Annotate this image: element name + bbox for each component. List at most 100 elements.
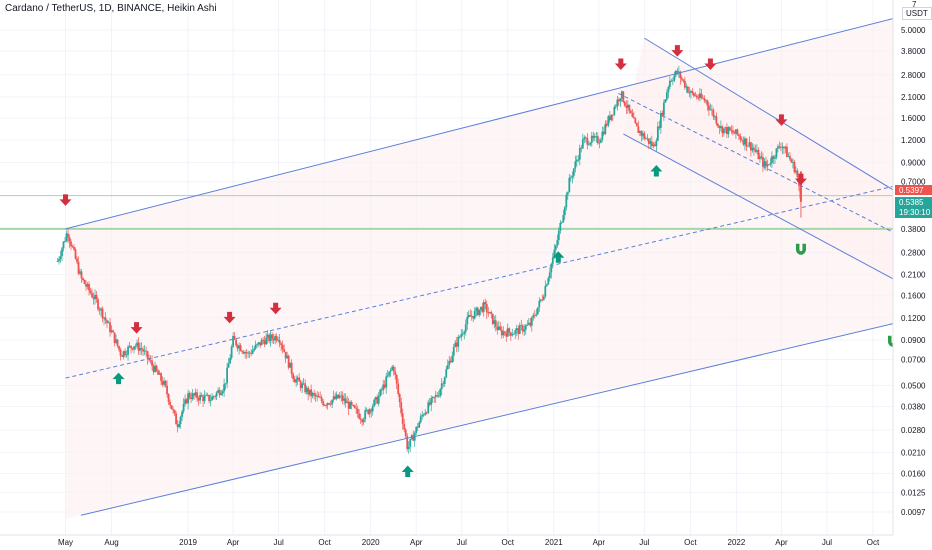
candle-body [254, 344, 257, 349]
candle-body [368, 409, 371, 414]
arrow-down-icon [704, 58, 717, 70]
trendline-channel-top[interactable] [65, 15, 904, 230]
candle-body [196, 392, 198, 399]
candle-body [455, 342, 458, 347]
candle-body [768, 164, 770, 166]
candle-body [599, 139, 602, 143]
candle-body [769, 163, 772, 165]
candle-body [143, 350, 146, 352]
candle-body [482, 302, 485, 312]
candle-body [242, 351, 245, 354]
candle-body [781, 146, 784, 148]
candle-body [670, 80, 673, 82]
candle-body [562, 215, 565, 223]
candle-body [661, 113, 664, 116]
candle-body [130, 345, 132, 349]
candle-body [56, 261, 59, 263]
candle-body [707, 105, 710, 110]
candle-body [349, 402, 352, 409]
candle-body [466, 317, 469, 325]
candle-body [85, 284, 87, 287]
candle-body [598, 142, 601, 144]
candle-body [469, 315, 472, 317]
candle-body [757, 150, 760, 159]
candle-body [73, 246, 75, 250]
trendlines[interactable] [65, 15, 904, 516]
candle-body [485, 303, 488, 313]
candle-body [358, 413, 361, 419]
candle-body [245, 352, 248, 354]
candle-body [541, 299, 544, 301]
candle-body [157, 370, 159, 375]
candle-body [511, 334, 514, 336]
candle-body [583, 137, 586, 140]
price-tick-label: 0.1200 [901, 314, 926, 323]
candle-body [398, 393, 401, 403]
price-label: 19:30:10 [899, 208, 931, 217]
candle-body [577, 159, 580, 161]
candle-body [572, 168, 575, 176]
trendline-down-lower[interactable] [623, 133, 904, 285]
candle-body [766, 164, 769, 167]
time-axis[interactable]: May Aug 2019 Apr Jul Oct 2020 Apr Jul Oct 2021 Apr J… [58, 538, 880, 547]
candle-body [263, 340, 266, 345]
candle-body [698, 93, 701, 99]
candle-body [792, 161, 794, 163]
candle-body [361, 419, 364, 423]
candle-body [152, 365, 155, 372]
candle-body [193, 393, 195, 396]
candle-body [689, 91, 692, 93]
candle-body [460, 334, 463, 338]
candle-body [623, 101, 626, 106]
candle-body [268, 334, 271, 342]
candle-body [611, 114, 614, 116]
price-axis-bg[interactable] [893, 0, 932, 535]
candle-body [745, 138, 748, 147]
candle-body [247, 352, 250, 354]
trendline-channel-mid[interactable] [65, 183, 904, 379]
trendline-channel-bottom[interactable] [80, 320, 904, 516]
trendline-down-mid[interactable] [618, 92, 904, 238]
candle-body [103, 317, 105, 319]
candle-body [497, 326, 500, 330]
candle-body [266, 334, 269, 338]
candle-body [239, 345, 242, 352]
candle-body [442, 383, 445, 385]
candle-body [712, 109, 715, 117]
candle-body [580, 147, 583, 149]
candle-body [515, 328, 518, 331]
candle-body [704, 100, 707, 102]
candle-body [674, 70, 677, 76]
candle-body [202, 396, 204, 402]
candle-body [673, 75, 676, 81]
candle-body [730, 130, 733, 132]
candle-body [762, 157, 764, 167]
candle-body [545, 284, 548, 287]
candle-body [133, 346, 135, 350]
candle-body [703, 98, 706, 101]
candle-body [377, 395, 380, 404]
candle-body [337, 394, 340, 398]
candle-body [536, 307, 539, 315]
candle-body [595, 136, 598, 138]
candle-body [298, 377, 301, 382]
candle-body [637, 126, 640, 133]
candle-body [145, 350, 147, 352]
candle-body [164, 380, 167, 386]
candle-body [445, 369, 448, 378]
candle-body [241, 351, 244, 352]
candle-body [106, 320, 108, 324]
candle-body [706, 100, 709, 106]
candle-body [452, 346, 455, 356]
candle-body [747, 145, 749, 147]
price-tick-label: 0.0160 [901, 469, 926, 478]
candle-body [367, 409, 370, 414]
candle-body [214, 396, 216, 398]
candle-body [481, 306, 484, 312]
trendline-down-upper[interactable] [644, 37, 904, 197]
price-axis[interactable]: 5.0000 3.8000 2.8000 2.1000 1.6000 1.2000 0.90… [901, 26, 926, 517]
currency-button[interactable]: USDT [902, 7, 932, 20]
candle-body [506, 328, 509, 337]
candle-body [401, 413, 404, 424]
